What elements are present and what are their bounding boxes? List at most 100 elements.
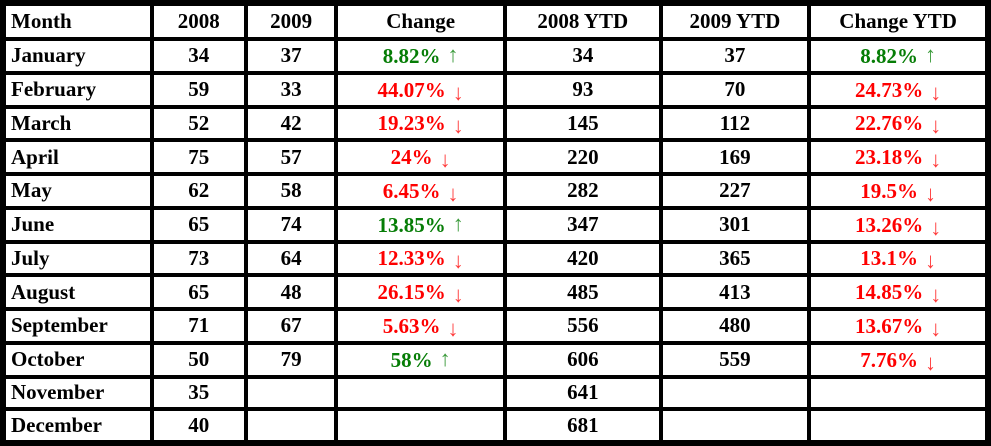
up-arrow-icon: ↑ — [439, 345, 451, 371]
down-arrow-icon: ↓ — [452, 113, 464, 139]
table-header-row: Month 2008 2009 Change 2008 YTD 2009 YTD Chang… — [1, 1, 990, 41]
change-value: 58% — [390, 347, 433, 372]
cell-ytd2008: 282 — [503, 172, 663, 210]
cell-y2009 — [243, 374, 339, 412]
cell-y2008: 71 — [149, 307, 248, 345]
cell-y2009 — [243, 407, 339, 445]
change-value: 8.82% — [860, 43, 918, 68]
cell-month: December — [1, 407, 154, 445]
cell-ytd2009: 480 — [658, 307, 812, 345]
cell-change_ytd: 22.76% ↓ — [807, 104, 990, 143]
cell-y2008: 52 — [149, 104, 248, 143]
change-value: 44.07% — [377, 77, 446, 102]
table-header: Month 2008 2009 Change 2008 YTD 2009 YTD Chang… — [1, 1, 990, 41]
cell-ytd2008: 347 — [503, 205, 663, 244]
cell-ytd2008: 420 — [503, 239, 663, 278]
table-row-october: October 50 79 58% ↑ 606 559 7.76% ↓ — [1, 340, 990, 379]
change-value: 13.85% — [377, 212, 446, 237]
cell-month: March — [1, 104, 154, 143]
cell-month: February — [1, 70, 154, 109]
column-header-change_ytd: Change YTD — [807, 1, 990, 41]
column-header-ytd2009: 2009 YTD — [658, 1, 812, 41]
change-value: 19.23% — [377, 111, 446, 136]
cell-ytd2008: 556 — [503, 307, 663, 345]
down-arrow-icon: ↓ — [447, 180, 459, 206]
change-value: 13.26% — [854, 212, 924, 237]
cell-change — [334, 374, 507, 412]
cell-y2008: 50 — [149, 340, 248, 379]
table-row-december: December 40 681 — [1, 407, 990, 445]
cell-y2009: 48 — [243, 273, 339, 311]
change-value: 13.1% — [860, 246, 918, 271]
table-body: January 34 37 8.82% ↑ 34 37 8.82% ↑ February 59 33 4… — [1, 37, 990, 445]
cell-change: 24% ↓ — [334, 138, 507, 176]
cell-ytd2009: 112 — [658, 104, 812, 143]
down-arrow-icon: ↓ — [924, 180, 936, 206]
cell-change: 13.85% ↑ — [334, 205, 507, 244]
table-row-september: September 71 67 5.63% ↓ 556 480 13.67% ↓ — [1, 307, 990, 345]
cell-ytd2008: 641 — [503, 374, 663, 412]
cell-y2009: 64 — [243, 239, 339, 278]
down-arrow-icon: ↓ — [930, 282, 942, 308]
cell-ytd2009 — [658, 407, 812, 445]
cell-change_ytd — [807, 407, 990, 445]
cell-ytd2008: 93 — [503, 70, 663, 109]
cell-y2009: 33 — [243, 70, 339, 109]
table-row-march: March 52 42 19.23% ↓ 145 112 22.76% ↓ — [1, 104, 990, 143]
cell-change: 6.45% ↓ — [334, 172, 507, 210]
cell-y2008: 73 — [149, 239, 248, 278]
table-row-january: January 34 37 8.82% ↑ 34 37 8.82% ↑ — [1, 37, 990, 75]
cell-y2009: 42 — [243, 104, 339, 143]
down-arrow-icon: ↓ — [930, 147, 942, 173]
cell-month: November — [1, 374, 154, 412]
cell-y2009: 58 — [243, 172, 339, 210]
cell-change: 12.33% ↓ — [334, 239, 507, 278]
cell-ytd2009 — [658, 374, 812, 412]
table-row-november: November 35 641 — [1, 374, 990, 412]
cell-ytd2008: 485 — [503, 273, 663, 311]
cell-month: June — [1, 205, 154, 244]
cell-change: 58% ↑ — [334, 340, 507, 379]
cell-y2008: 62 — [149, 172, 248, 210]
change-value: 23.18% — [854, 145, 924, 170]
up-arrow-icon: ↑ — [447, 41, 459, 67]
cell-change_ytd: 19.5% ↓ — [807, 172, 990, 210]
change-value: 8.82% — [382, 43, 441, 68]
cell-change_ytd: 13.67% ↓ — [807, 307, 990, 345]
down-arrow-icon: ↓ — [439, 147, 451, 173]
cell-ytd2009: 70 — [658, 70, 812, 109]
change-value: 24% — [390, 145, 433, 170]
cell-change: 8.82% ↑ — [334, 37, 507, 75]
up-arrow-icon: ↑ — [452, 210, 464, 236]
cell-month: January — [1, 37, 154, 75]
down-arrow-icon: ↓ — [930, 79, 942, 105]
table-row-july: July 73 64 12.33% ↓ 420 365 13.1% ↓ — [1, 239, 990, 278]
cell-change: 5.63% ↓ — [334, 307, 507, 345]
table-row-may: May 62 58 6.45% ↓ 282 227 19.5% ↓ — [1, 172, 990, 210]
cell-change_ytd: 24.73% ↓ — [807, 70, 990, 109]
cell-change_ytd: 23.18% ↓ — [807, 138, 990, 176]
down-arrow-icon: ↓ — [452, 79, 464, 105]
cell-change: 26.15% ↓ — [334, 273, 507, 311]
down-arrow-icon: ↓ — [924, 349, 936, 375]
cell-ytd2008: 606 — [503, 340, 663, 379]
cell-change_ytd: 14.85% ↓ — [807, 273, 990, 311]
cell-month: October — [1, 340, 154, 379]
cell-month: September — [1, 307, 154, 345]
cell-ytd2009: 227 — [658, 172, 812, 210]
cell-ytd2009: 413 — [658, 273, 812, 311]
down-arrow-icon: ↓ — [452, 282, 464, 308]
cell-ytd2009: 169 — [658, 138, 812, 176]
cell-y2009: 37 — [243, 37, 339, 75]
cell-change: 19.23% ↓ — [334, 104, 507, 143]
cell-ytd2009: 37 — [658, 37, 812, 75]
table-row-august: August 65 48 26.15% ↓ 485 413 14.85% ↓ — [1, 273, 990, 311]
cell-change_ytd: 8.82% ↑ — [807, 37, 990, 75]
change-value: 12.33% — [377, 246, 446, 271]
column-header-y2008: 2008 — [149, 1, 248, 41]
cell-ytd2009: 559 — [658, 340, 812, 379]
cell-change — [334, 407, 507, 445]
cell-month: May — [1, 172, 154, 210]
change-value: 22.76% — [854, 111, 924, 136]
